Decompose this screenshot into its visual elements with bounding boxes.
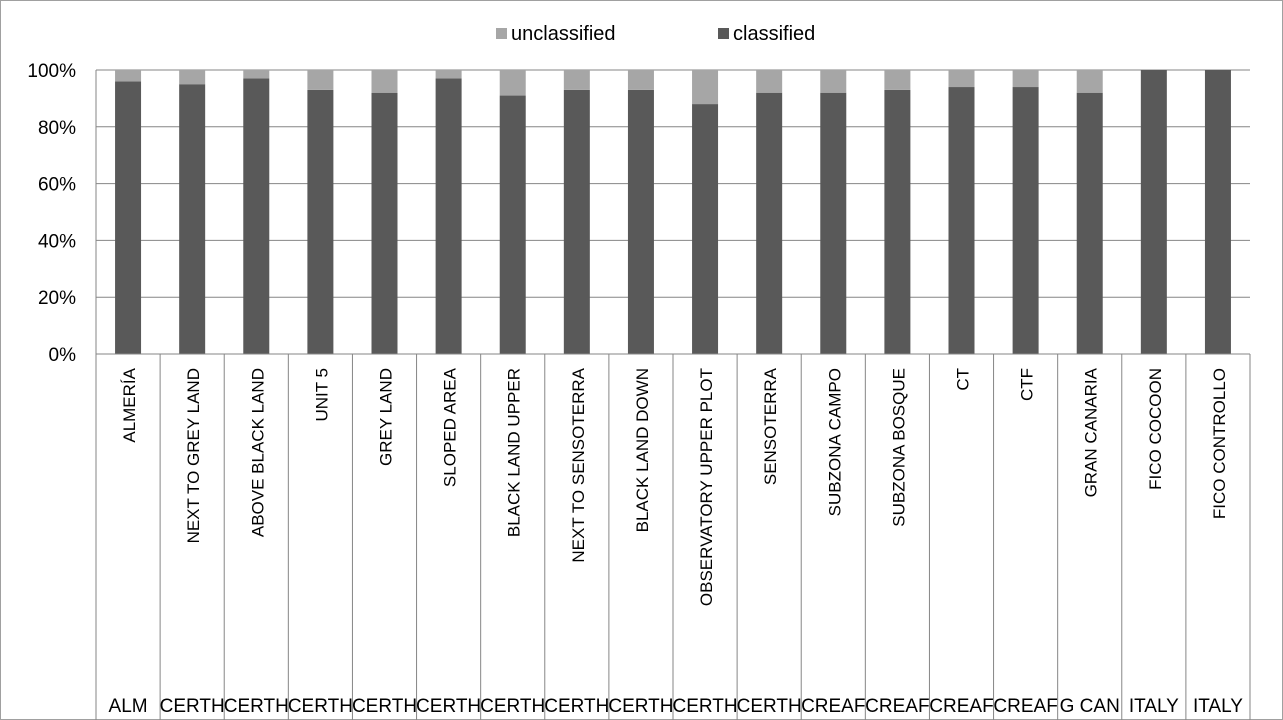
bar-unclassified: [948, 70, 975, 88]
x-tick-label: SUBZONA BOSQUE: [889, 368, 908, 527]
legend-label: classified: [733, 23, 815, 45]
legend-swatch: [718, 28, 729, 39]
y-tick-label: 100%: [27, 61, 76, 82]
group-label: G CAN: [1060, 696, 1120, 717]
bar-classified: [435, 78, 462, 355]
y-axis: 0% 20% 40% 60% 80% 100%: [27, 61, 97, 366]
group-label: CREAF: [801, 696, 865, 717]
y-tick-label: 20%: [38, 288, 76, 309]
group-label: ITALY: [1129, 696, 1179, 717]
bar-unclassified: [179, 70, 206, 85]
bar-classified: [627, 89, 654, 354]
x-tick-label: GREY LAND: [377, 368, 396, 466]
bar-unclassified: [435, 70, 462, 79]
group-label: ITALY: [1193, 696, 1243, 717]
bar-unclassified: [692, 70, 719, 105]
bar-classified: [820, 92, 847, 354]
bar-unclassified: [243, 70, 270, 79]
x-tick-label: ABOVE BLACK LAND: [248, 368, 267, 537]
group-label: CERTH: [737, 696, 802, 717]
legend: unclassified classified: [496, 23, 815, 45]
bar-unclassified: [627, 70, 654, 90]
x-tick-label: FICO CONTROLLO: [1210, 368, 1229, 519]
group-label: CERTH: [352, 696, 417, 717]
group-label: CREAF: [865, 696, 929, 717]
x-tick-label: CT: [954, 368, 973, 391]
bar-classified: [1076, 92, 1103, 354]
group-label: CERTH: [544, 696, 609, 717]
x-tick-label: BLACK LAND DOWN: [633, 368, 652, 532]
x-tick-label: UNIT 5: [312, 368, 331, 422]
y-tick-label: 60%: [38, 175, 76, 196]
bars: [115, 70, 1231, 355]
x-tick-label: OBSERVATORY UPPER PLOT: [697, 368, 716, 606]
group-label: CERTH: [288, 696, 353, 717]
bar-unclassified: [1076, 70, 1103, 93]
group-label: CERTH: [160, 696, 225, 717]
bar-unclassified: [756, 70, 783, 93]
x-tick-label: GRAN CANARIA: [1082, 367, 1101, 497]
group-label: CERTH: [416, 696, 481, 717]
group-label: CERTH: [480, 696, 545, 717]
bar-unclassified: [884, 70, 911, 90]
group-label: CERTH: [608, 696, 673, 717]
bar-classified: [371, 92, 398, 354]
group-label: CERTH: [224, 696, 289, 717]
x-tick-label: CTF: [1018, 368, 1037, 401]
bar-classified: [563, 89, 590, 354]
bar-classified: [884, 89, 911, 354]
bar-classified: [115, 81, 142, 355]
bar-classified: [692, 104, 719, 354]
bar-unclassified: [563, 70, 590, 90]
bar-unclassified: [371, 70, 398, 93]
group-label: ALM: [109, 696, 148, 717]
bar-classified: [1204, 70, 1231, 354]
bar-unclassified: [307, 70, 334, 90]
group-label: CREAF: [929, 696, 993, 717]
x-tick-label: SENSOTERRA: [761, 367, 780, 485]
bar-unclassified: [820, 70, 847, 93]
bar-unclassified: [499, 70, 526, 96]
x-tick-label: NEXT TO SENSOTERRA: [569, 367, 588, 562]
bar-unclassified: [1012, 70, 1039, 88]
x-tick-label: SUBZONA CAMPO: [825, 368, 844, 516]
bar-classified: [756, 92, 783, 354]
bar-classified: [307, 89, 334, 354]
y-tick-label: 80%: [38, 118, 76, 139]
y-tick-label: 40%: [38, 231, 76, 252]
x-tick-label: NEXT TO GREY LAND: [184, 368, 203, 543]
x-tick-label: ALMERÍA: [120, 367, 139, 442]
bar-classified: [243, 78, 270, 355]
group-label: CERTH: [673, 696, 738, 717]
bar-classified: [179, 84, 206, 354]
x-tick-label: BLACK LAND UPPER: [505, 368, 524, 537]
bar-classified: [1012, 87, 1039, 354]
x-axis: ALMERÍA ALM NEXT TO GREY LAND CERTH ABOVE BL…: [95, 353, 1251, 720]
bar-classified: [948, 87, 975, 354]
bar-unclassified: [115, 70, 142, 82]
bar-classified: [1140, 70, 1167, 354]
group-label: CREAF: [993, 696, 1057, 717]
x-tick-label: SLOPED AREA: [441, 367, 460, 487]
y-tick-label: 0%: [49, 345, 77, 366]
legend-label: unclassified: [511, 23, 616, 45]
legend-swatch: [496, 28, 507, 39]
bar-classified: [499, 95, 526, 354]
x-tick-label: FICO COCOON: [1146, 368, 1165, 490]
